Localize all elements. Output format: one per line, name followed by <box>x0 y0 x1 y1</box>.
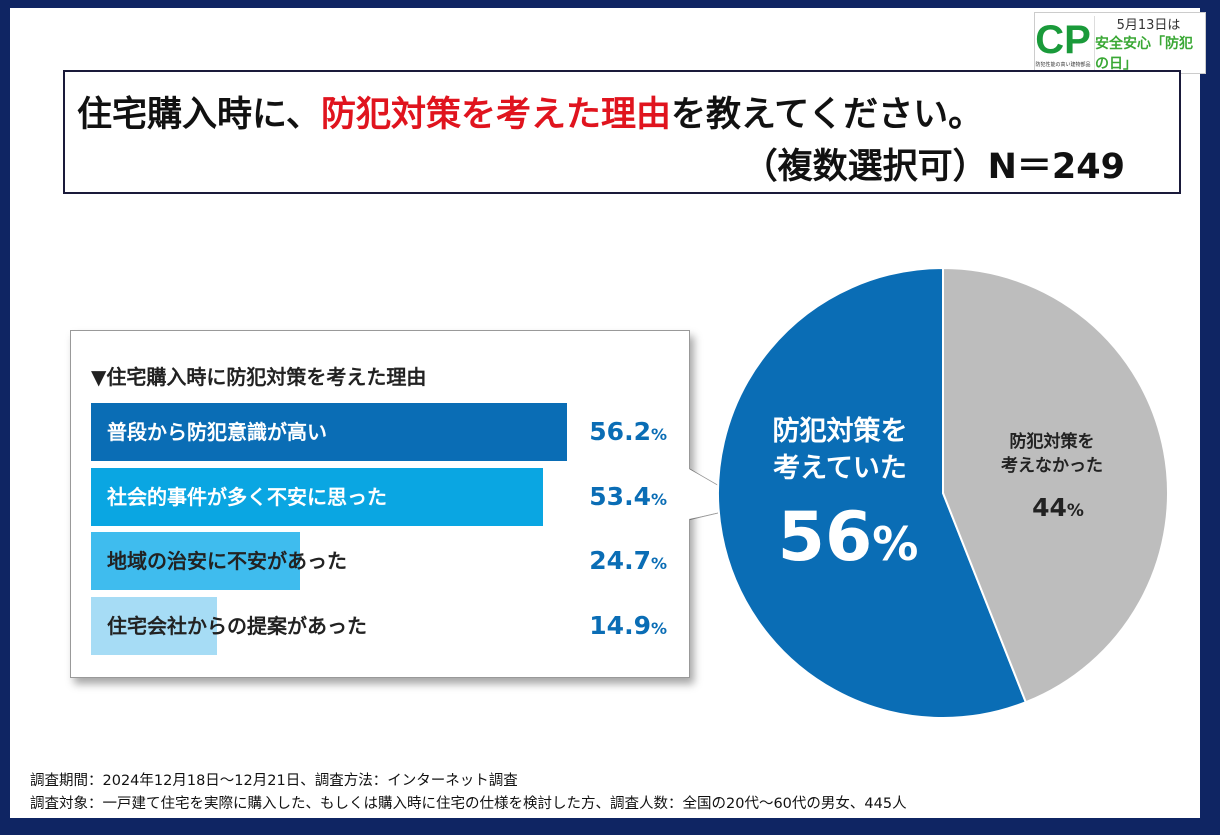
question-title: 住宅購入時に、防犯対策を考えた理由を教えてください。 <box>77 95 984 135</box>
crime-prevention-logo: CP 防犯性能の高い建物部品 5月13日は安全安心「防犯の日」 <box>1034 12 1206 74</box>
bar <box>91 596 218 655</box>
logo-slogan: 安全安心「防犯の日」 <box>1095 35 1193 72</box>
bar-chart-title: ▼住宅購入時に防犯対策を考えた理由 <box>91 365 427 389</box>
bar-label: 住宅会社からの提案があった <box>107 613 367 638</box>
bar-label: 社会的事件が多く不安に思った <box>107 484 387 509</box>
pie-slice-considered <box>717 266 1028 719</box>
title-highlight: 防犯対策を考えた理由 <box>320 95 671 135</box>
question-title-box: 住宅購入時に、防犯対策を考えた理由を教えてください。 （複数選択可）N＝249 <box>63 70 1181 194</box>
pie-label-not-considered: 防犯対策を <box>1010 431 1095 452</box>
survey-target-note: 調査対象：一戸建て住宅を実際に購入した、もしくは購入時に住宅の仕様を検討した方、… <box>30 796 907 812</box>
pie-value-considered: 56% <box>778 498 919 577</box>
bar-value-label: 56.2% <box>589 417 667 446</box>
survey-period-note: 調査期間：2024年12月18日～12月21日、調査方法：インターネット調査 <box>30 773 518 789</box>
question-subtitle: （複数選択可）N＝249 <box>742 147 1125 187</box>
bar <box>91 532 301 590</box>
pie-label-not-considered: 考えなかった <box>1000 455 1103 476</box>
bar-value-label: 24.7% <box>589 546 667 575</box>
bar <box>91 403 567 461</box>
bar-value-label: 53.4% <box>589 481 667 511</box>
pie-label-considered: 考えていた <box>773 453 907 484</box>
bar-label: 地域の治安に不安があった <box>107 549 347 573</box>
logo-date: 5月13日は <box>1116 17 1181 33</box>
pie-label-considered: 防犯対策を <box>773 415 908 447</box>
pie-slice-not-considered <box>942 266 1169 704</box>
logo-subtext: 防犯性能の高い建物部品 <box>1035 61 1091 68</box>
bar-label: 普段から防犯意識が高い <box>107 420 327 444</box>
cp-logo-mark: CP <box>1035 17 1091 62</box>
bar <box>91 467 544 526</box>
bar-value-label: 14.9% <box>589 610 667 640</box>
reasons-bar-chart-panel: ▼住宅購入時に防犯対策を考えた理由 普段から防犯意識が高い 56.2% 社会的事件が… <box>70 330 690 678</box>
pie-value-not-considered: 44% <box>1032 493 1084 522</box>
